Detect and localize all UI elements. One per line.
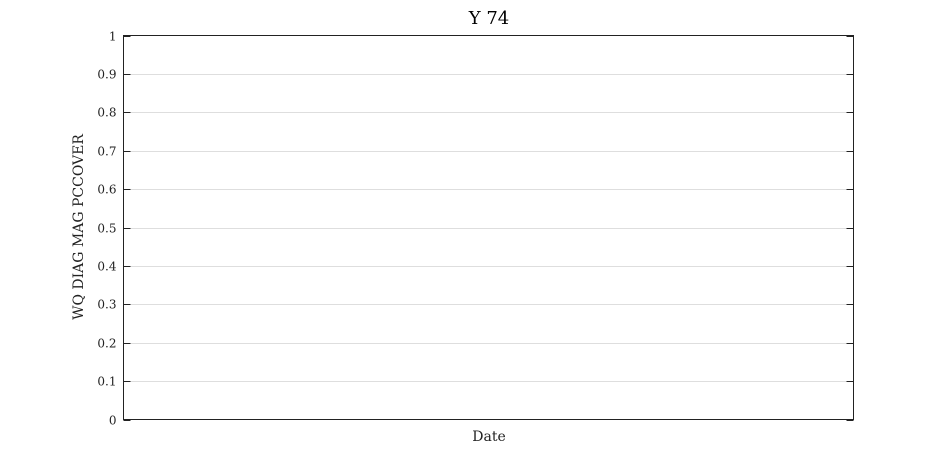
y-tick-label: 1 [109,30,117,44]
chart-title: Y 74 [468,8,510,29]
plot-frame [123,35,854,420]
y-tick-label: 0.4 [97,260,116,274]
y-tick-label: 0.7 [97,145,116,159]
y-tick-label: 0.3 [97,298,116,312]
y-tick-label: 0.2 [97,337,116,351]
gridlines [123,74,854,382]
y-tick-label: 0.5 [97,222,116,236]
y-tick-label: 0 [109,414,117,428]
y-tick-label: 0.9 [97,68,116,82]
y-tick-label: 0.8 [97,106,116,120]
y-ticks: 0 0.1 0.2 0.3 0.4 0.5 0.6 0.7 0.8 0.9 1 [97,30,854,428]
y-axis-label: WQ DIAG MAG PCCOVER [71,134,87,320]
y-tick-label: 0.1 [97,375,116,389]
y-tick-label: 0.6 [97,183,116,197]
x-axis-label: Date [472,429,505,445]
